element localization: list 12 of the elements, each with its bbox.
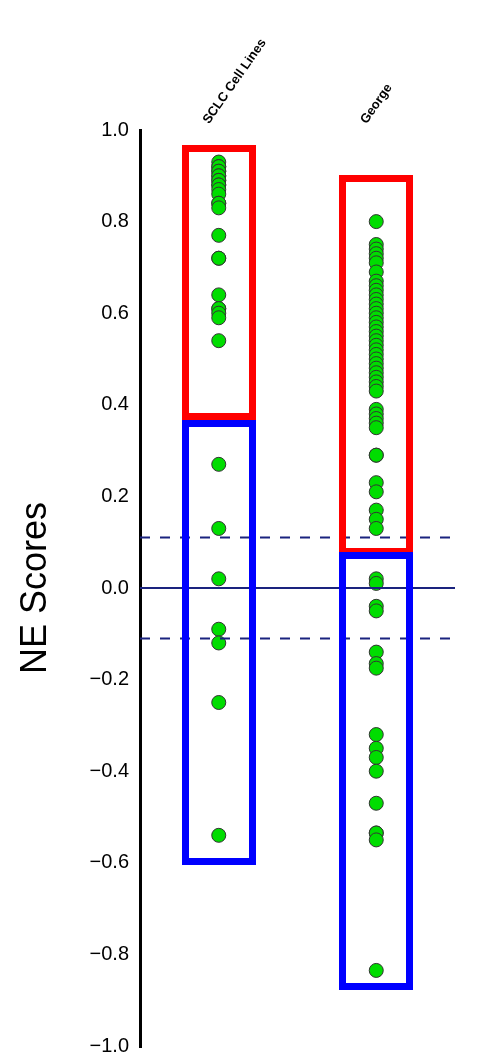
y-tick-label: −0.4 xyxy=(89,758,129,781)
y-tick-label: 0.4 xyxy=(101,392,129,415)
y-tick-label: 0.8 xyxy=(101,209,129,232)
y-tick-label: 1.0 xyxy=(101,117,129,140)
y-tick-label: −0.8 xyxy=(89,941,129,964)
y-tick-label: 0.0 xyxy=(101,575,129,598)
y-tick-label: 0.2 xyxy=(101,483,129,506)
y-tick-label: −0.6 xyxy=(89,850,129,873)
y-tick-label: −0.2 xyxy=(89,667,129,690)
y-tick-label: 0.6 xyxy=(101,300,129,323)
y-axis-title: NE Scores xyxy=(12,501,54,675)
y-tick-label: −1.0 xyxy=(89,1033,129,1056)
